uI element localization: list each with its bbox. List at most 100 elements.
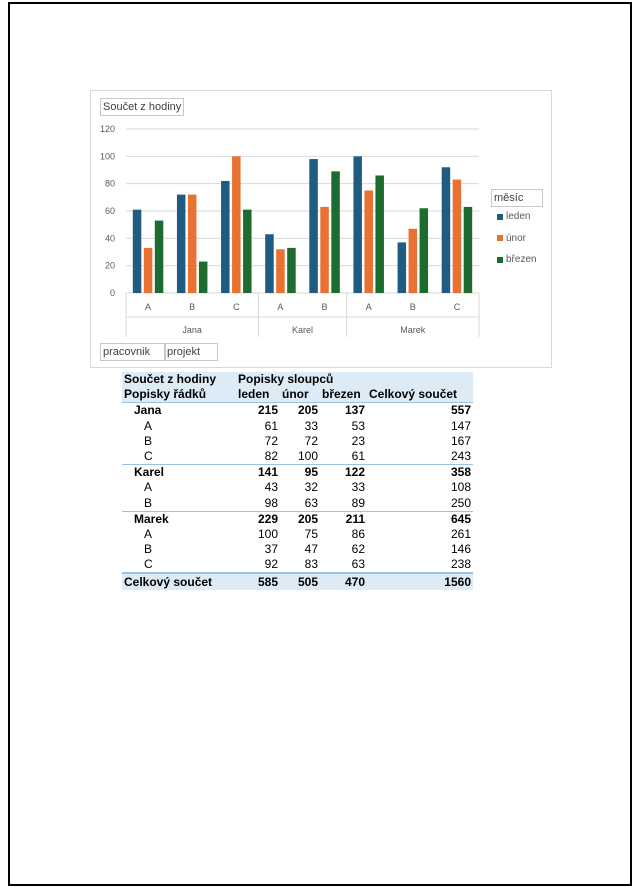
value-cell[interactable]: 86 — [351, 526, 365, 541]
value-cell[interactable]: 89 — [351, 495, 365, 510]
pivot-row[interactable]: A 100 75 86 261 — [122, 527, 473, 542]
legend-label: březen — [506, 254, 537, 265]
legend-swatch — [497, 213, 503, 220]
field-button-projekt[interactable]: projekt — [164, 343, 218, 361]
row-group-label[interactable]: Jana — [122, 402, 236, 419]
value-cell[interactable]: 53 — [351, 418, 365, 433]
pivot-row[interactable]: B 98 63 89 250 — [122, 496, 473, 512]
grand-total-cell[interactable]: 1560 — [367, 572, 473, 590]
values-label[interactable]: Součet z hodiny — [122, 372, 236, 388]
value-cell[interactable]: 557 — [367, 402, 473, 419]
y-tick-label: 40 — [105, 233, 115, 243]
value-cell[interactable]: 137 — [320, 402, 367, 419]
month-header: březen — [320, 387, 367, 404]
value-cell[interactable]: 229 — [236, 510, 280, 527]
pivot-row[interactable]: A 61 33 53 147 — [122, 419, 473, 434]
value-cell[interactable]: 250 — [450, 495, 471, 510]
value-cell[interactable]: 243 — [450, 449, 471, 464]
row-label[interactable]: A — [144, 480, 153, 495]
value-cell[interactable]: 205 — [280, 402, 320, 419]
value-cell[interactable]: 83 — [304, 557, 318, 572]
pivot-group-row[interactable]: Karel 141 95 122 358 — [122, 464, 473, 481]
row-group-label[interactable]: Marek — [122, 510, 236, 527]
row-group-label[interactable]: Karel — [122, 464, 236, 481]
grand-total-label[interactable]: Celkový součet — [122, 572, 236, 590]
value-cell[interactable]: 92 — [264, 557, 278, 572]
legend-item[interactable]: únor — [497, 233, 526, 244]
value-cell[interactable]: 205 — [280, 510, 320, 527]
value-cell[interactable]: 33 — [351, 480, 365, 495]
pivot-row[interactable]: C 92 83 63 238 — [122, 557, 473, 573]
value-cell[interactable]: 261 — [450, 526, 471, 541]
legend-field-button[interactable]: měsíc — [491, 189, 543, 207]
bar-únor — [364, 190, 373, 293]
row-label[interactable]: A — [144, 418, 153, 433]
value-cell[interactable]: 61 — [351, 449, 365, 464]
category-label: C — [233, 302, 240, 312]
row-label[interactable]: B — [144, 542, 153, 557]
category-label: C — [454, 302, 461, 312]
value-cell[interactable]: 238 — [450, 557, 471, 572]
value-cell[interactable]: 37 — [264, 542, 278, 557]
pivot-group-row[interactable]: Marek 229 205 211 645 — [122, 510, 473, 527]
grand-total-cell[interactable]: 470 — [320, 572, 367, 590]
row-label[interactable]: C — [144, 449, 153, 464]
value-cell[interactable]: 72 — [304, 433, 318, 448]
pivot-group-row[interactable]: Jana 215 205 137 557 — [122, 402, 473, 419]
value-cell[interactable]: 141 — [236, 464, 280, 481]
pivot-row[interactable]: A 43 32 33 108 — [122, 480, 473, 495]
bar-březen — [375, 175, 384, 293]
grand-total-cell[interactable]: 505 — [280, 572, 320, 590]
grand-total-cell[interactable]: 585 — [236, 572, 280, 590]
value-cell[interactable]: 23 — [351, 433, 365, 448]
value-cell[interactable]: 100 — [297, 449, 318, 464]
category-label: B — [189, 302, 195, 312]
grand-total-header: Celkový součet — [367, 387, 473, 404]
pivot-table: Součet z hodiny Popisky sloupců Popisky … — [122, 372, 473, 590]
value-cell[interactable]: 43 — [264, 480, 278, 495]
value-cell[interactable]: 63 — [351, 557, 365, 572]
row-label[interactable]: B — [144, 433, 153, 448]
legend-swatch — [497, 235, 503, 241]
legend-item[interactable]: březen — [497, 254, 537, 265]
row-label[interactable]: A — [144, 526, 153, 541]
value-cell[interactable]: 47 — [304, 542, 318, 557]
value-cell[interactable]: 645 — [367, 510, 473, 527]
value-cell[interactable]: 122 — [320, 464, 367, 481]
legend-label: leden — [506, 211, 531, 222]
value-cell[interactable]: 146 — [450, 542, 471, 557]
value-cell[interactable]: 358 — [367, 464, 473, 481]
row-label[interactable]: C — [144, 557, 153, 572]
value-cell[interactable]: 72 — [264, 433, 278, 448]
legend-item[interactable]: leden — [497, 211, 530, 222]
value-cell[interactable]: 63 — [304, 495, 318, 510]
pivot-row[interactable]: B 72 72 23 167 — [122, 434, 473, 449]
bar-únor — [452, 179, 462, 293]
value-cell[interactable]: 61 — [264, 418, 278, 433]
value-cell[interactable]: 147 — [450, 418, 471, 433]
column-labels-dropdown[interactable]: Popisky sloupců — [236, 372, 473, 388]
row-label[interactable]: B — [144, 495, 153, 510]
pivot-chart[interactable]: Součet z hodiny 0 20 40 60 80 100 120 A B C A B A B C J… — [90, 90, 552, 368]
value-cell[interactable]: 211 — [320, 510, 367, 527]
pivot-row[interactable]: C 82 100 61 243 — [122, 449, 473, 465]
field-button-pracovnik[interactable]: pracovnik — [100, 343, 166, 361]
y-tick-label: 80 — [105, 179, 115, 189]
category-label: B — [410, 302, 416, 312]
value-cell[interactable]: 32 — [304, 480, 318, 495]
row-labels-dropdown[interactable]: Popisky řádků — [122, 387, 236, 404]
value-cell[interactable]: 95 — [280, 464, 320, 481]
value-cell[interactable]: 62 — [351, 542, 365, 557]
chart-plot-area: 0 20 40 60 80 100 120 A B C A B A B C Jana Karel Marek — [100, 124, 480, 337]
value-cell[interactable]: 33 — [304, 418, 318, 433]
pivot-row[interactable]: B 37 47 62 146 — [122, 542, 473, 557]
chart-title-button[interactable]: Součet z hodiny — [100, 98, 185, 116]
group-label: Marek — [400, 325, 426, 335]
value-cell[interactable]: 100 — [257, 526, 278, 541]
value-cell[interactable]: 215 — [236, 402, 280, 419]
value-cell[interactable]: 75 — [304, 526, 318, 541]
value-cell[interactable]: 82 — [264, 449, 278, 464]
value-cell[interactable]: 167 — [450, 433, 471, 448]
value-cell[interactable]: 98 — [264, 495, 278, 510]
value-cell[interactable]: 108 — [450, 480, 471, 495]
